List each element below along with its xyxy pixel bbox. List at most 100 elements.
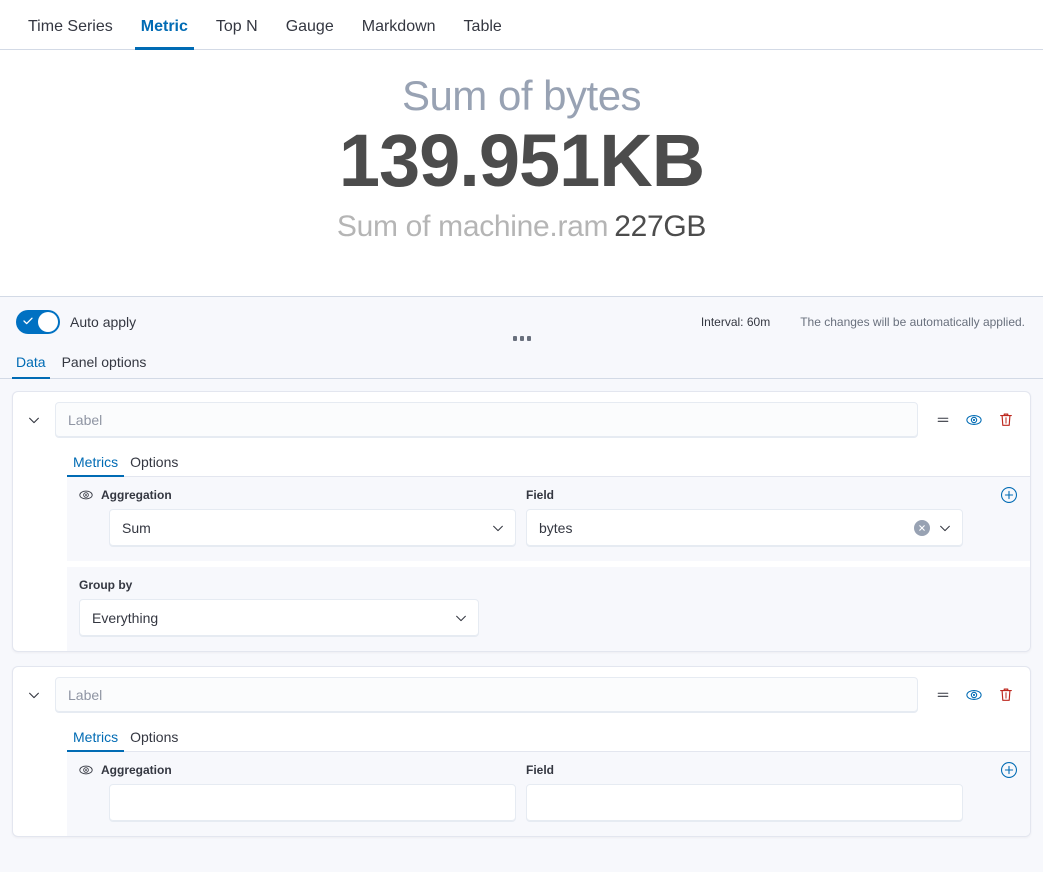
add-circle-icon (1000, 761, 1018, 779)
aggregation-select-wrap: Sum (79, 509, 516, 547)
series-tabs: Metrics Options (67, 448, 1030, 477)
aggregation-row: Aggregation Sum (79, 486, 1018, 547)
editor-resize-handle[interactable] (0, 336, 1043, 341)
group-by-block: Group by Everything (67, 567, 1030, 651)
visualization-type-tabs: Time Series Metric Top N Gauge Markdown … (0, 0, 1043, 50)
add-metric-button[interactable] (1000, 761, 1018, 779)
auto-apply-toggle-group[interactable]: Auto apply (16, 310, 136, 334)
tab-label: Gauge (285, 18, 334, 35)
eye-icon[interactable] (79, 763, 93, 777)
auto-apply-switch[interactable] (16, 310, 60, 334)
field-label: Field (526, 763, 555, 777)
aggregation-label-line: Aggregation (79, 762, 516, 778)
eye-icon[interactable] (966, 412, 982, 428)
collapse-series-button[interactable] (21, 407, 47, 433)
group-by-value: Everything (92, 610, 159, 626)
tab-gauge[interactable]: Gauge (272, 19, 348, 49)
add-circle-icon (1000, 486, 1018, 504)
trash-icon[interactable] (998, 412, 1014, 428)
tab-panel-options[interactable]: Panel options (54, 355, 155, 378)
aggregation-block: Aggregation Field (67, 752, 1030, 836)
series-actions (926, 412, 1020, 428)
metric-secondary: Sum of machine.ram 227GB (336, 209, 707, 243)
field-field-group: Field bytes (526, 487, 963, 547)
aggregation-label: Aggregation (101, 763, 172, 777)
series-actions (926, 687, 1020, 703)
tab-label: Options (130, 729, 179, 745)
tab-label: Metrics (73, 454, 119, 470)
switch-knob (38, 312, 58, 332)
chevron-down-icon (29, 692, 39, 699)
field-label-line: Field (526, 762, 963, 778)
group-by-select[interactable]: Everything (79, 599, 479, 637)
eye-icon[interactable] (966, 687, 982, 703)
tab-label: Time Series (28, 18, 113, 35)
metric-primary-value: 139.951KB (338, 119, 705, 203)
series-tab-metrics[interactable]: Metrics (67, 729, 125, 752)
trash-icon[interactable] (998, 687, 1014, 703)
aggregation-select-wrap (79, 784, 516, 822)
eye-icon[interactable] (79, 488, 93, 502)
series-tab-options[interactable]: Options (124, 455, 184, 476)
auto-apply-label: Auto apply (70, 314, 137, 330)
auto-apply-note: The changes will be automatically applie… (800, 315, 1025, 329)
editor-toolbar: Auto apply Interval: 60m The changes wil… (0, 297, 1043, 347)
chevron-down-icon (29, 417, 39, 424)
series-panel: Metrics Options Aggregation (12, 666, 1031, 837)
tab-label: Panel options (61, 354, 147, 370)
grip-dot (512, 336, 517, 341)
series-header (13, 392, 1030, 448)
series-tabs: Metrics Options (67, 723, 1030, 752)
group-by-label: Group by (79, 578, 133, 592)
series-tab-metrics[interactable]: Metrics (67, 454, 125, 477)
tab-label: Metrics (73, 729, 119, 745)
check-icon (23, 316, 33, 326)
tab-table[interactable]: Table (450, 19, 516, 49)
drag-handle-icon[interactable] (936, 688, 950, 702)
series-list: Metrics Options Aggregation (0, 379, 1043, 863)
series-tab-options[interactable]: Options (124, 730, 184, 751)
group-by-field-group: Group by Everything (79, 577, 479, 637)
metric-visualization: Sum of bytes 139.951KB Sum of machine.ra… (0, 50, 1043, 296)
series-label-input[interactable] (55, 402, 918, 438)
aggregation-select[interactable]: Sum (109, 509, 516, 547)
aggregation-row: Aggregation Field (79, 761, 1018, 822)
toolbar-right-group: Interval: 60m The changes will be automa… (701, 315, 1033, 329)
metric-secondary-label: Sum of machine.ram (336, 209, 609, 243)
tab-label: Table (463, 18, 502, 35)
field-label: Field (526, 488, 555, 502)
interval-text: Interval: 60m (700, 315, 771, 329)
chevron-down-icon (454, 611, 468, 625)
collapse-series-button[interactable] (21, 682, 47, 708)
add-metric-button[interactable] (1000, 486, 1018, 504)
aggregation-value: Sum (122, 520, 151, 536)
tab-top-n[interactable]: Top N (202, 19, 272, 49)
panel-editor: Auto apply Interval: 60m The changes wil… (0, 296, 1043, 872)
tab-label: Markdown (361, 18, 436, 35)
tab-label: Top N (215, 18, 258, 35)
clear-icon[interactable] (914, 520, 930, 536)
field-select[interactable] (526, 784, 963, 822)
grip-dot (519, 336, 524, 341)
field-select[interactable]: bytes (526, 509, 963, 547)
tab-data[interactable]: Data (8, 354, 54, 379)
series-header (13, 667, 1030, 723)
field-label-line: Field (526, 487, 963, 503)
chevron-down-icon (491, 521, 505, 535)
aggregation-select[interactable] (109, 784, 516, 822)
metric-secondary-value: 227GB (614, 209, 707, 243)
aggregation-label: Aggregation (101, 488, 172, 502)
tab-markdown[interactable]: Markdown (348, 19, 450, 49)
chevron-down-icon (938, 521, 952, 535)
metric-primary-label: Sum of bytes (401, 72, 642, 119)
tab-label: Data (16, 354, 46, 370)
tab-metric[interactable]: Metric (127, 18, 202, 50)
aggregation-block: Aggregation Sum (67, 477, 1030, 561)
tab-time-series[interactable]: Time Series (14, 19, 127, 49)
series-label-input[interactable] (55, 677, 918, 713)
aggregation-label-line: Aggregation (79, 487, 516, 503)
aggregation-field-group: Aggregation Sum (79, 487, 516, 547)
series-panel: Metrics Options Aggregation (12, 391, 1031, 652)
drag-handle-icon[interactable] (936, 413, 950, 427)
tab-label: Metric (140, 18, 188, 35)
